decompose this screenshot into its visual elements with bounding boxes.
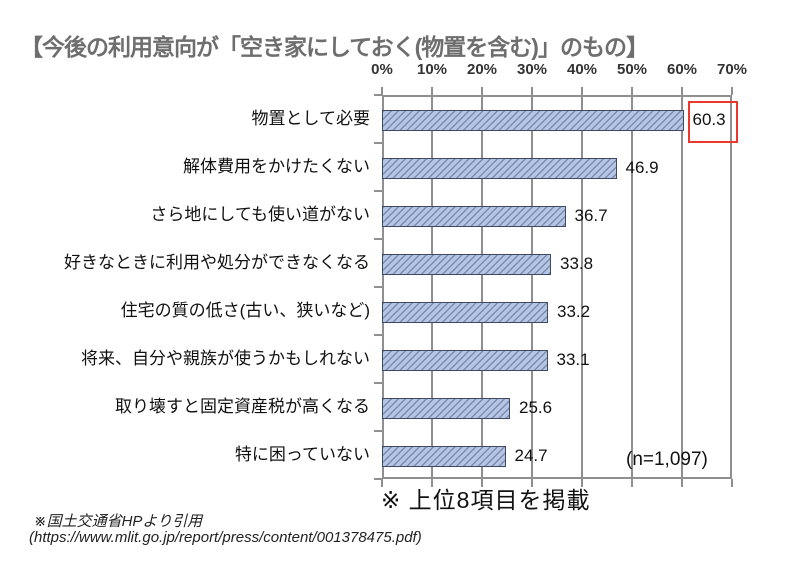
category-label: 好きなときに利用や処分ができなくなる (64, 253, 370, 272)
x-axis-tick-label: 60% (666, 61, 698, 78)
value-label: 60.3 (692, 110, 726, 129)
value-label: 33.2 (557, 302, 591, 321)
bar (382, 446, 506, 467)
axis-tick (374, 94, 382, 96)
bar (382, 350, 548, 371)
sample-size-label: (n=1,097) (626, 449, 708, 470)
axis-tick (581, 479, 583, 487)
value-label: 25.6 (519, 398, 553, 417)
x-axis-tick-label: 70% (716, 61, 748, 78)
axis-tick (374, 286, 382, 288)
gridline (431, 97, 433, 477)
x-axis-tick-label: 0% (371, 61, 393, 78)
axis-tick (381, 479, 383, 487)
axis-tick (731, 479, 733, 487)
axis-tick (374, 238, 382, 240)
chart-title: 【今後の利用意向が「空き家にしておく(物置を含む)」のもの】 (20, 34, 649, 60)
gridline (481, 97, 483, 477)
bar (382, 254, 551, 275)
plot-area (382, 95, 732, 479)
bar (382, 302, 548, 323)
source-note-line2: (https://www.mlit.go.jp/report/press/con… (29, 529, 422, 546)
value-label: 24.7 (514, 446, 548, 465)
axis-tick (381, 87, 383, 95)
category-label: 物置として必要 (251, 109, 371, 128)
gridline (531, 97, 533, 477)
axis-tick (631, 479, 633, 487)
axis-tick (531, 87, 533, 95)
axis-tick (581, 87, 583, 95)
x-axis-tick-label: 40% (566, 61, 598, 78)
bar (382, 158, 617, 179)
axis-tick (681, 479, 683, 487)
category-label: 住宅の質の低さ(古い、狭いなど) (120, 301, 370, 320)
category-label: 特に困っていない (234, 445, 370, 464)
axis-tick (374, 190, 382, 192)
value-label: 46.9 (625, 158, 659, 177)
gridline (581, 97, 583, 477)
value-label: 33.8 (560, 254, 594, 273)
category-label: 取り壊すと固定資産税が高くなる (115, 397, 370, 416)
category-label: さら地にしても使い道がない (150, 205, 370, 224)
gridline (631, 97, 633, 477)
value-label: 33.1 (556, 350, 590, 369)
highlight-box (687, 101, 738, 143)
axis-tick (431, 87, 433, 95)
axis-tick (481, 479, 483, 487)
x-axis-tick-label: 30% (516, 61, 548, 78)
bar (382, 110, 684, 131)
axis-tick (374, 334, 382, 336)
bar (382, 206, 566, 227)
category-label: 解体費用をかけたくない (183, 157, 370, 176)
axis-tick (374, 478, 382, 480)
axis-tick (374, 142, 382, 144)
x-axis-tick-label: 20% (466, 61, 498, 78)
axis-tick (374, 430, 382, 432)
axis-tick (681, 87, 683, 95)
value-label: 36.7 (574, 206, 608, 225)
source-note-line1: ※国土交通省HPより引用 (34, 513, 203, 530)
bar (382, 398, 510, 419)
category-label: 将来、自分や親族が使うかもしれない (81, 349, 370, 368)
axis-tick (431, 479, 433, 487)
axis-tick (481, 87, 483, 95)
axis-tick (531, 479, 533, 487)
top8-note: ※ 上位8項目を掲載 (381, 487, 591, 513)
axis-tick (374, 382, 382, 384)
x-axis-tick-label: 10% (416, 61, 448, 78)
axis-tick (731, 87, 733, 95)
axis-tick (631, 87, 633, 95)
x-axis-tick-label: 50% (616, 61, 648, 78)
gridline (681, 97, 683, 477)
